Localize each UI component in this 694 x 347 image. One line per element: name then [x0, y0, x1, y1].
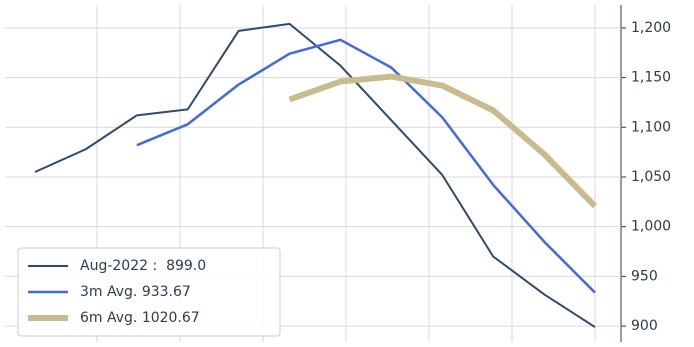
line-series: [288, 73, 598, 209]
vertical-grid: [96, 5, 596, 342]
legend-box: [17, 247, 281, 337]
legend: Aug-2022 : 899.0 3m Avg. 933.67 6m Avg. 10…: [17, 247, 281, 337]
y-tick-label: 900: [631, 318, 658, 334]
y-tick-label: 950: [631, 268, 658, 284]
y-tick-label: 1,000: [631, 219, 671, 235]
y-tick-label: 1,150: [631, 70, 671, 86]
legend-label: 3m Avg. 933.67: [80, 284, 191, 300]
y-tick-label: 1,200: [631, 20, 671, 36]
y-tick-label: 1,100: [631, 119, 671, 135]
line-series: [136, 38, 596, 294]
legend-label: 6m Avg. 1020.67: [80, 310, 200, 326]
legend-label: Aug-2022 : 899.0: [80, 258, 206, 274]
y-tick-label: 1,050: [631, 169, 671, 185]
line-series: [34, 22, 596, 328]
